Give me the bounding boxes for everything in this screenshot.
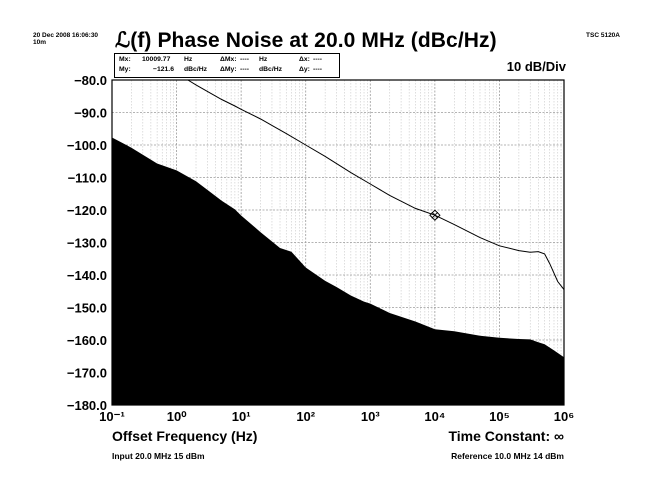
dmy-label: ΔMy: <box>220 66 237 73</box>
y-tick-label: −180.0 <box>67 398 107 413</box>
dmx-unit: Hz <box>259 56 268 63</box>
input-info: Input 20.0 MHz 15 dBm <box>112 451 205 461</box>
y-tick-label: −80.0 <box>74 73 107 88</box>
mx-label: Mx: <box>119 56 131 63</box>
y-tick-label: −160.0 <box>67 333 107 348</box>
dmy-unit: dBc/Hz <box>259 66 283 73</box>
x-tick-labels: 10⁻¹ 10⁰ 10¹ 10² 10³ 10⁴ 10⁵ 10⁶ <box>99 409 574 424</box>
plot-frame <box>111 79 565 406</box>
phase-noise-trace <box>187 79 565 290</box>
marker-layer <box>429 209 441 221</box>
x-tick-label: 10³ <box>361 409 380 424</box>
chart-title: ℒ(f) Phase Noise at 20.0 MHz (dBc/Hz) <box>115 29 497 52</box>
mx-unit: Hz <box>184 56 193 63</box>
dmy-value: ---- <box>240 66 250 73</box>
y-tick-label: −130.0 <box>67 236 107 251</box>
my-label: My: <box>119 66 131 73</box>
instrument-model: TSC 5120A <box>586 32 620 39</box>
marker-cross <box>431 211 439 219</box>
x-tick-label: 10⁵ <box>489 409 510 424</box>
y-tick-label: −120.0 <box>67 203 107 218</box>
marker-diamond <box>429 209 441 221</box>
y-tick-label: −110.0 <box>68 171 107 186</box>
x-axis-label: Offset Frequency (Hz) <box>112 428 258 444</box>
x-tick-label: 10² <box>296 409 315 424</box>
my-value: −121.6 <box>153 66 174 73</box>
dx-value: ---- <box>313 56 323 63</box>
marker-readout-box: Mx: 10009.77 Hz ΔMx: ---- Hz Δx: ---- My… <box>114 53 340 78</box>
y-tick-label: −150.0 <box>67 301 107 316</box>
y-tick-labels: −80.0 −90.0 −100.0 −110.0 −120.0 −130.0 −140.0… <box>67 73 107 413</box>
timestamp-date: 20 Dec 2008 16:06:30 <box>33 32 99 39</box>
mx-value: 10009.77 <box>142 56 171 63</box>
x-tick-label: 10¹ <box>232 409 251 424</box>
x-tick-label: 10⁶ <box>554 409 574 424</box>
dy-label: Δy: <box>299 66 310 73</box>
noise-floor-area <box>112 137 564 405</box>
dx-label: Δx: <box>299 56 310 63</box>
y-tick-label: −170.0 <box>67 366 107 381</box>
reference-info: Reference 10.0 MHz 14 dBm <box>451 451 564 461</box>
dy-value: ---- <box>313 66 323 73</box>
x-tick-label: 10⁰ <box>167 409 187 424</box>
timestamp-interval: 10m <box>33 39 47 46</box>
scale-per-div: 10 dB/Div <box>506 59 566 74</box>
x-tick-label: 10⁴ <box>424 409 445 424</box>
my-unit: dBc/Hz <box>184 66 208 73</box>
timestamp: 20 Dec 2008 16:06:30 10m <box>33 32 98 46</box>
y-tick-label: −90.0 <box>74 106 107 121</box>
time-constant: Time Constant: ∞ <box>448 428 564 444</box>
dmx-value: ---- <box>240 56 250 63</box>
y-tick-label: −100.0 <box>67 138 107 153</box>
dmx-label: ΔMx: <box>220 56 237 63</box>
x-tick-label: 10⁻¹ <box>99 409 125 424</box>
y-tick-label: −140.0 <box>67 268 107 283</box>
